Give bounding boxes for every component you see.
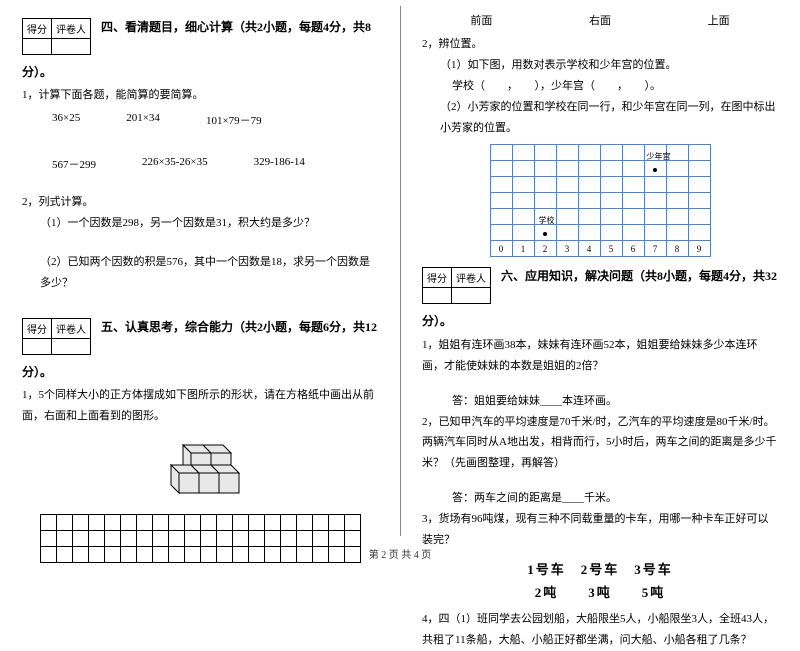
view-top: 上面: [708, 12, 730, 28]
q6-1: 1，姐姐有连环画38本，妹妹有连环画52本，姐姐要给妹妹多少本连环画，才能使妹妹…: [422, 335, 778, 377]
truck-table: 1号车 2号车 3号车 2吨 3吨 5吨: [422, 559, 778, 601]
q6-4: 4，四（1）班同学去公园划船，大船限坐5人，小船限坐3人，全班43人，共租了11…: [422, 609, 778, 651]
section4-title-end: 分）。: [22, 59, 378, 85]
calc-a2: 567－299: [52, 156, 96, 172]
score-box: 得分评卷人: [22, 18, 91, 55]
score-h1b: 得分: [23, 318, 52, 338]
section5-title: 五、认真思考，综合能力（共2小题，每题6分，共12: [101, 318, 378, 337]
score-h2b: 评卷人: [52, 318, 91, 338]
q6-2: 2，已知甲汽车的平均速度是70千米/时，乙汽车的平均速度是80千米/时。两辆汽车…: [422, 412, 778, 475]
calc-c: 101×79－79: [206, 112, 262, 128]
q5-2a: （1）如下图，用数对表示学校和少年宫的位置。: [422, 55, 778, 76]
truck-headers: 1号车 2号车 3号车: [422, 559, 778, 578]
section6-title-end: 分）。: [422, 308, 778, 334]
column-divider: [400, 6, 401, 536]
q5-2b: （2）小芳家的位置和学校在同一行，和少年宫在同一列，在图中标出小芳家的位置。: [422, 97, 778, 139]
score-h2c: 评卷人: [452, 268, 491, 288]
calc-a: 36×25: [52, 112, 80, 128]
section4-title: 四、看清题目，细心计算（共2小题，每题4分，共8: [101, 18, 378, 37]
calc-row-2: 567－299 226×35-26×35 329-186-14: [22, 156, 378, 172]
q5-2: 2，辨位置。: [422, 34, 778, 55]
score-blank: [23, 39, 52, 55]
score-h1c: 得分: [423, 268, 452, 288]
section5-title-end: 分）。: [22, 359, 378, 385]
score-h1: 得分: [23, 19, 52, 39]
view-front: 前面: [470, 12, 492, 28]
school-cell: 学校: [534, 225, 556, 241]
view-right: 右面: [589, 12, 611, 28]
q6-3: 3，货场有96吨煤，现有三种不同载重量的卡车，用哪一种卡车正好可以装完？: [422, 509, 778, 551]
q4-1: 1，计算下面各题，能简算的要简算。: [22, 85, 378, 106]
calc-c2: 329-186-14: [254, 156, 305, 172]
section6-title: 六、应用知识，解决问题（共8小题，每题4分，共32: [501, 267, 778, 286]
q5-2a-fill: 学校（ ， ），少年宫（ ， ）。: [422, 76, 778, 97]
views-labels: 前面 右面 上面: [422, 12, 778, 28]
q4-2: 2，列式计算。: [22, 192, 378, 213]
coord-grid: 少年宫 学校 0123456789: [490, 144, 711, 257]
score-box-5: 得分评卷人: [22, 318, 91, 355]
q4-2b: （2）已知两个因数的积是576，其中一个因数是18，求另一个因数是多少？: [22, 252, 378, 294]
q5-1: 1，5个同样大小的正方体摆成如下图所示的形状，请在方格纸中画出从前面，右面和上面…: [22, 385, 378, 427]
score-box-6: 得分评卷人: [422, 267, 491, 304]
cubes-figure: [22, 435, 378, 508]
calc-row-1: 36×25 201×34 101×79－79: [22, 112, 378, 128]
page-footer: 第 2 页 共 4 页: [0, 546, 800, 561]
q6-1ans: 答：姐姐要给妹妹____本连环画。: [422, 391, 778, 412]
palace-cell: 少年宫: [644, 161, 666, 177]
q6-2ans: 答：两车之间的距离是____千米。: [422, 488, 778, 509]
truck-weights: 2吨 3吨 5吨: [422, 582, 778, 601]
q4-2a: （1）一个因数是298，另一个因数是31，积大约是多少？: [22, 213, 378, 234]
calc-b2: 226×35-26×35: [142, 156, 208, 172]
score-h2: 评卷人: [52, 19, 91, 39]
calc-b: 201×34: [126, 112, 160, 128]
grader-blank: [52, 39, 91, 55]
